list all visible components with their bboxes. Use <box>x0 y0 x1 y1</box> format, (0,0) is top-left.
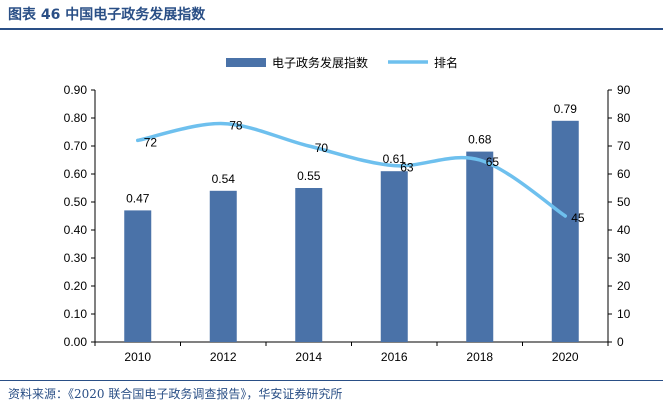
y-left-tick-label: 0.40 <box>64 223 88 237</box>
y-right-tick-label: 0 <box>617 335 624 349</box>
line-value-label: 70 <box>315 141 329 155</box>
x-tick-label: 2016 <box>381 350 408 364</box>
y-right-tick-label: 60 <box>617 167 631 181</box>
y-right-tick-label: 80 <box>617 111 631 125</box>
source-note: 资料来源：《2020 联合国电子政务调查报告》，华安证券研究所 <box>8 387 343 401</box>
y-right-tick-label: 10 <box>617 307 631 321</box>
bar-value-label: 0.54 <box>212 172 236 186</box>
y-right-tick-label: 40 <box>617 223 631 237</box>
x-tick-label: 2020 <box>552 350 579 364</box>
line-value-label: 45 <box>571 211 585 225</box>
bar <box>295 188 323 342</box>
bar-value-label: 0.55 <box>297 169 321 183</box>
x-tick-label: 2018 <box>466 350 493 364</box>
y-right-tick-label: 90 <box>617 83 631 97</box>
legend-line-label: 排名 <box>434 55 458 70</box>
y-right-tick-label: 70 <box>617 139 631 153</box>
x-tick-label: 2012 <box>210 350 237 364</box>
bar <box>380 171 408 342</box>
legend-bar-swatch <box>226 58 266 67</box>
figure-title: 图表 46 中国电子政务发展指数 <box>8 7 206 23</box>
bar-value-label: 0.79 <box>554 102 578 116</box>
line-value-label: 63 <box>400 161 414 175</box>
bar-value-label: 0.47 <box>126 191 150 205</box>
y-left-tick-label: 0.50 <box>64 195 88 209</box>
rank-line <box>136 121 567 218</box>
bar <box>124 210 152 342</box>
y-right-tick-label: 30 <box>617 251 631 265</box>
x-tick-label: 2014 <box>295 350 322 364</box>
source-divider <box>0 380 663 381</box>
y-left-tick-label: 0.00 <box>64 335 88 349</box>
y-left-tick-label: 0.70 <box>64 139 88 153</box>
y-left-tick-label: 0.60 <box>64 167 88 181</box>
y-left-tick-label: 0.80 <box>64 111 88 125</box>
line-value-label: 78 <box>229 119 243 133</box>
line-value-label: 65 <box>486 155 500 169</box>
bar-value-label: 0.61 <box>383 152 407 166</box>
bar <box>466 151 494 342</box>
bar-value-label: 0.68 <box>468 133 492 147</box>
y-right-tick-label: 20 <box>617 279 631 293</box>
x-tick-label: 2010 <box>124 350 151 364</box>
bar <box>209 190 237 342</box>
title-divider <box>0 28 663 30</box>
chart-area: 0.00 0.10 0.20 0.30 0.40 0.50 0.60 0.70 0.80 0.90… <box>64 55 631 364</box>
y-right-tick-label: 50 <box>617 195 631 209</box>
bar <box>551 120 579 342</box>
line-value-label: 72 <box>144 135 158 149</box>
y-left-tick-label: 0.10 <box>64 307 88 321</box>
y-left-tick-label: 0.20 <box>64 279 88 293</box>
legend-bar-label: 电子政务发展指数 <box>272 55 368 70</box>
y-left-tick-label: 0.30 <box>64 251 88 265</box>
y-left-tick-label: 0.90 <box>64 83 88 97</box>
